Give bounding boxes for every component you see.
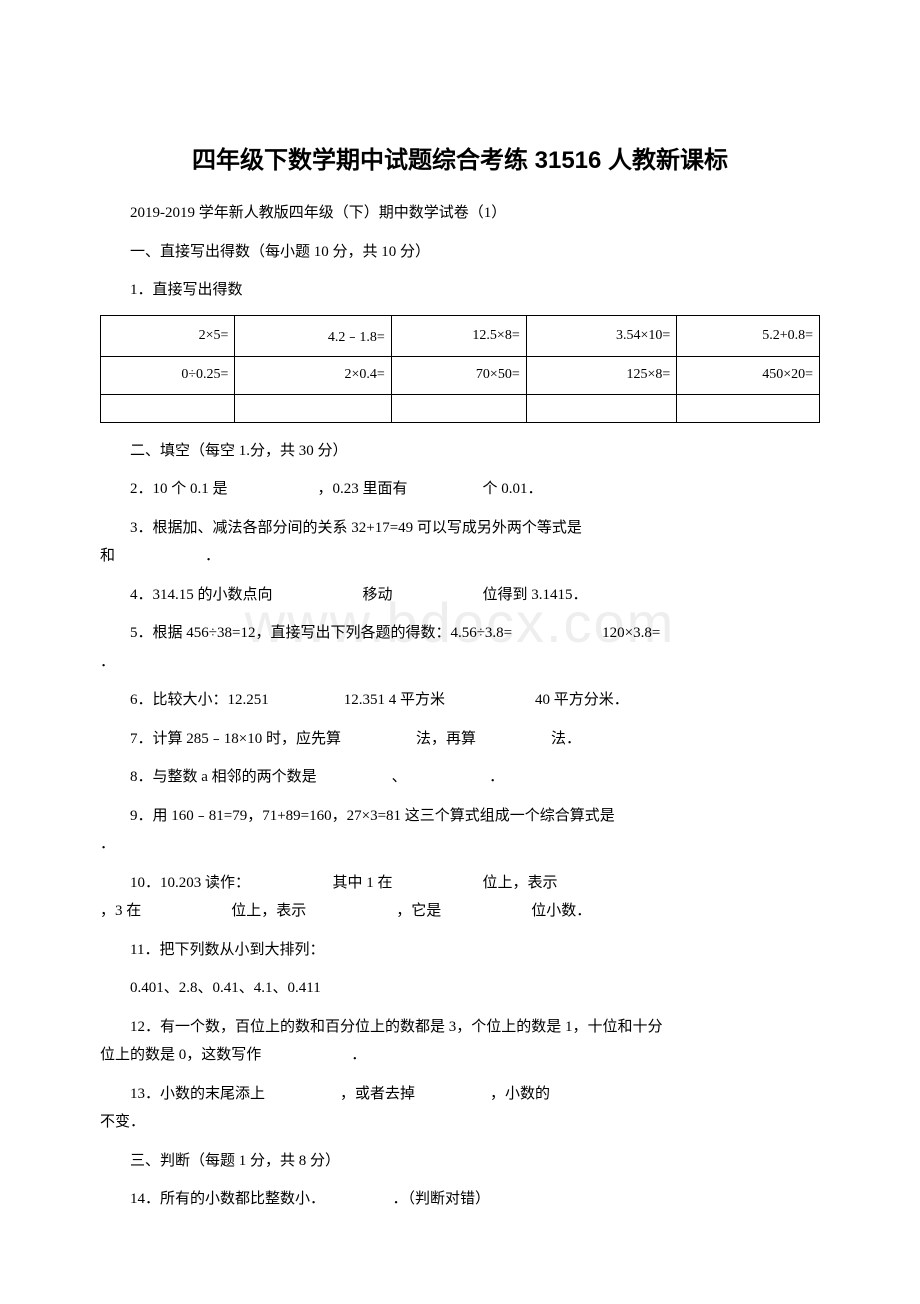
- table-cell: 5.2+0.8=: [677, 315, 820, 356]
- table-cell: 12.5×8=: [391, 315, 526, 356]
- question-1-label: 1．直接写出得数: [100, 276, 820, 305]
- question-12: 12．有一个数，百位上的数和百分位上的数都是 3，个位上的数是 1，十位和十分 …: [100, 1013, 820, 1070]
- table-cell: [391, 394, 526, 422]
- table-row: [101, 394, 820, 422]
- table-cell: 0÷0.25=: [101, 356, 235, 394]
- table-cell: [101, 394, 235, 422]
- question-10-line2: ，3 在 位上，表示 ，它是 位小数．: [100, 903, 591, 919]
- table-row: 0÷0.25= 2×0.4= 70×50= 125×8= 450×20=: [101, 356, 820, 394]
- question-13-line2: 不变．: [100, 1114, 145, 1130]
- document-content: 四年级下数学期中试题综合考练 31516 人教新课标 2019-2019 学年新…: [100, 140, 820, 1214]
- question-7: 7．计算 285﹣18×10 时，应先算 法，再算 法．: [100, 725, 820, 754]
- question-8: 8．与整数 a 相邻的两个数是 、 ．: [100, 763, 820, 792]
- question-13-line1: 13．小数的末尾添上 ，或者去掉 ，小数的: [130, 1086, 625, 1102]
- question-5-line1: 5．根据 456÷38=12，直接写出下列各题的得数：4.56÷3.8= 120…: [130, 625, 660, 641]
- question-9-line2: ．: [100, 836, 115, 852]
- page-title: 四年级下数学期中试题综合考练 31516 人教新课标: [100, 140, 820, 175]
- table-cell: 70×50=: [391, 356, 526, 394]
- calculation-table: 2×5= 4.2﹣1.8= 12.5×8= 3.54×10= 5.2+0.8= …: [100, 315, 820, 423]
- section2-heading: 二、填空（每空 1.分，共 30 分）: [100, 437, 820, 466]
- question-9: 9．用 160﹣81=79，71+89=160，27×3=81 这三个算式组成一…: [100, 802, 820, 859]
- table-cell: 450×20=: [677, 356, 820, 394]
- table-cell: 3.54×10=: [526, 315, 677, 356]
- question-5-line2: ．: [100, 654, 115, 670]
- question-9-line1: 9．用 160﹣81=79，71+89=160，27×3=81 这三个算式组成一…: [130, 808, 675, 824]
- question-14: 14．所有的小数都比整数小． ．（判断对错）: [100, 1185, 820, 1214]
- table-row: 2×5= 4.2﹣1.8= 12.5×8= 3.54×10= 5.2+0.8=: [101, 315, 820, 356]
- question-11: 11．把下列数从小到大排列：: [100, 936, 820, 965]
- table-cell: [235, 394, 391, 422]
- question-2: 2．10 个 0.1 是 ，0.23 里面有 个 0.01．: [100, 475, 820, 504]
- question-10: 10．10.203 读作： 其中 1 在 位上，表示 ，3 在 位上，表示 ，它…: [100, 869, 820, 926]
- question-3: 3．根据加、减法各部分间的关系 32+17=49 可以写成另外两个等式是 和 ．: [100, 514, 820, 571]
- table-cell: 125×8=: [526, 356, 677, 394]
- question-5: 5．根据 456÷38=12，直接写出下列各题的得数：4.56÷3.8= 120…: [100, 619, 820, 676]
- table-cell: 2×0.4=: [235, 356, 391, 394]
- question-12-line1: 12．有一个数，百位上的数和百分位上的数都是 3，个位上的数是 1，十位和十分: [130, 1019, 663, 1035]
- section1-heading: 一、直接写出得数（每小题 10 分，共 10 分）: [100, 238, 820, 267]
- question-3-line2: 和 ．: [100, 548, 220, 564]
- question-4: 4．314.15 的小数点向 移动 位得到 3.1415．: [100, 581, 820, 610]
- table-cell: [677, 394, 820, 422]
- subtitle: 2019-2019 学年新人教版四年级（下）期中数学试卷（1）: [100, 199, 820, 228]
- question-12-line2: 位上的数是 0，这数写作 ．: [100, 1047, 366, 1063]
- section3-heading: 三、判断（每题 1 分，共 8 分）: [100, 1147, 820, 1176]
- question-13: 13．小数的末尾添上 ，或者去掉 ，小数的 不变．: [100, 1080, 820, 1137]
- table-cell: 4.2﹣1.8=: [235, 315, 391, 356]
- question-11-data: 0.401、2.8、0.41、4.1、0.411: [100, 974, 820, 1003]
- question-3-line1: 3．根据加、减法各部分间的关系 32+17=49 可以写成另外两个等式是: [130, 520, 657, 536]
- question-10-line1: 10．10.203 读作： 其中 1 在 位上，表示: [130, 875, 633, 891]
- table-cell: 2×5=: [101, 315, 235, 356]
- table-cell: [526, 394, 677, 422]
- question-6: 6．比较大小：12.251 12.351 4 平方米 40 平方分米．: [100, 686, 820, 715]
